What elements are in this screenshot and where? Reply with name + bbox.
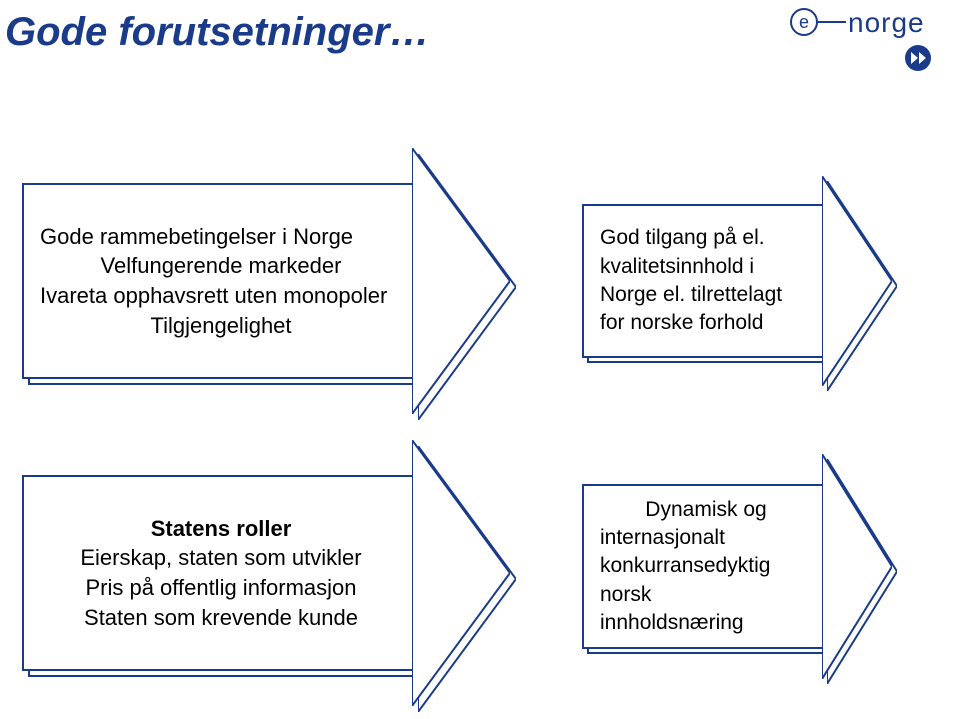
arrow-text-line: Statens roller: [40, 514, 402, 544]
arrow-text-line: innholdsnæring: [600, 609, 812, 637]
arrow-body: Statens rollerEierskap, staten som utvik…: [22, 475, 412, 671]
arrow-head: [822, 454, 892, 679]
arrow-text-line: kvalitetsinnhold i: [600, 253, 812, 281]
arrow-body: God tilgang på el.kvalitetsinnhold iNorg…: [582, 204, 822, 358]
e-norge-logo: e norge: [788, 6, 948, 81]
arrow-bottom_left: Statens rollerEierskap, staten som utvik…: [22, 440, 518, 714]
arrow-text-line: konkurransedyktig: [600, 552, 812, 580]
arrow-text-line: Ivareta opphavsrett uten monopoler: [40, 281, 402, 311]
logo-group: e norge: [791, 7, 931, 71]
arrow-head: [412, 148, 510, 414]
arrow-top_right: God tilgang på el.kvalitetsinnhold iNorg…: [582, 176, 899, 393]
arrow-text-line: Gode rammebetingelser i Norge: [40, 222, 402, 252]
arrow-head: [412, 440, 510, 706]
arrow-text-line: Staten som krevende kunde: [40, 603, 402, 633]
arrow-text-line: for norske forhold: [600, 309, 812, 337]
page-title: Gode forutsetninger…: [5, 10, 429, 55]
logo-e: e: [799, 12, 809, 32]
logo-norge: norge: [848, 7, 925, 38]
arrow-text-line: God tilgang på el.: [600, 224, 812, 252]
arrow-bottom_right: Dynamisk oginternasjonaltkonkurransedykt…: [582, 454, 899, 686]
arrow-text-line: Pris på offentlig informasjon: [40, 573, 402, 603]
arrow-body: Dynamisk oginternasjonaltkonkurransedykt…: [582, 484, 822, 649]
arrow-text-line: Velfungerende markeder: [40, 251, 402, 281]
arrow-top_left: Gode rammebetingelser i NorgeVelfungeren…: [22, 148, 518, 422]
arrow-text-line: Tilgjengelighet: [40, 311, 402, 341]
arrow-text-line: norsk: [600, 581, 812, 609]
arrow-head: [822, 176, 892, 386]
arrow-text-line: Eierskap, staten som utvikler: [40, 543, 402, 573]
arrow-text-line: Dynamisk og: [600, 496, 812, 524]
arrow-text-line: internasjonalt: [600, 524, 812, 552]
arrow-body: Gode rammebetingelser i NorgeVelfungeren…: [22, 183, 412, 379]
arrow-text-line: Norge el. tilrettelagt: [600, 281, 812, 309]
